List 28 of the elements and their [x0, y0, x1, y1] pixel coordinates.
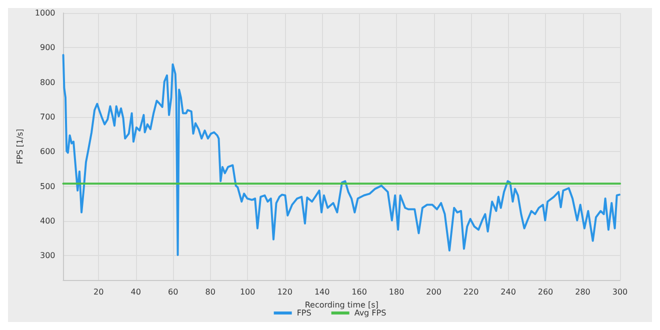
x-tick-label: 220 [463, 288, 479, 296]
y-tick-label: 700 [40, 112, 56, 122]
x-tick-label: 40 [130, 288, 141, 296]
x-tick-label: 60 [168, 288, 178, 296]
y-tick-label: 600 [40, 147, 56, 156]
x-tick-label: 80 [205, 288, 216, 296]
x-tick-label: 280 [575, 288, 590, 296]
x-tick-label: 140 [314, 288, 330, 296]
y-tick-label: 800 [40, 78, 56, 87]
legend-label: Avg FPS [354, 308, 386, 318]
x-tick-label: 100 [240, 288, 256, 296]
x-tick-label: 20 [94, 288, 104, 296]
y-tick-label: 500 [40, 182, 56, 191]
x-tick-label: 180 [388, 288, 404, 296]
line-series [62, 54, 620, 256]
y-tick-label: 300 [40, 251, 56, 260]
y-tick-label: 400 [40, 216, 56, 226]
x-tick-label: 160 [352, 288, 367, 296]
y-tick-label: 1000 [34, 8, 56, 18]
legend-label: FPS [296, 308, 312, 318]
x-tick-label: 120 [277, 288, 292, 296]
x-axis-title: Recording time [s] [304, 300, 378, 310]
x-tick-label: 260 [538, 288, 554, 296]
x-tick-label: 200 [426, 288, 442, 296]
y-axis-title: FPS [1/s] [16, 128, 24, 164]
x-tick-label: 300 [612, 288, 628, 296]
y-tick-label: 900 [40, 43, 56, 52]
x-tick-label: 240 [500, 288, 516, 296]
